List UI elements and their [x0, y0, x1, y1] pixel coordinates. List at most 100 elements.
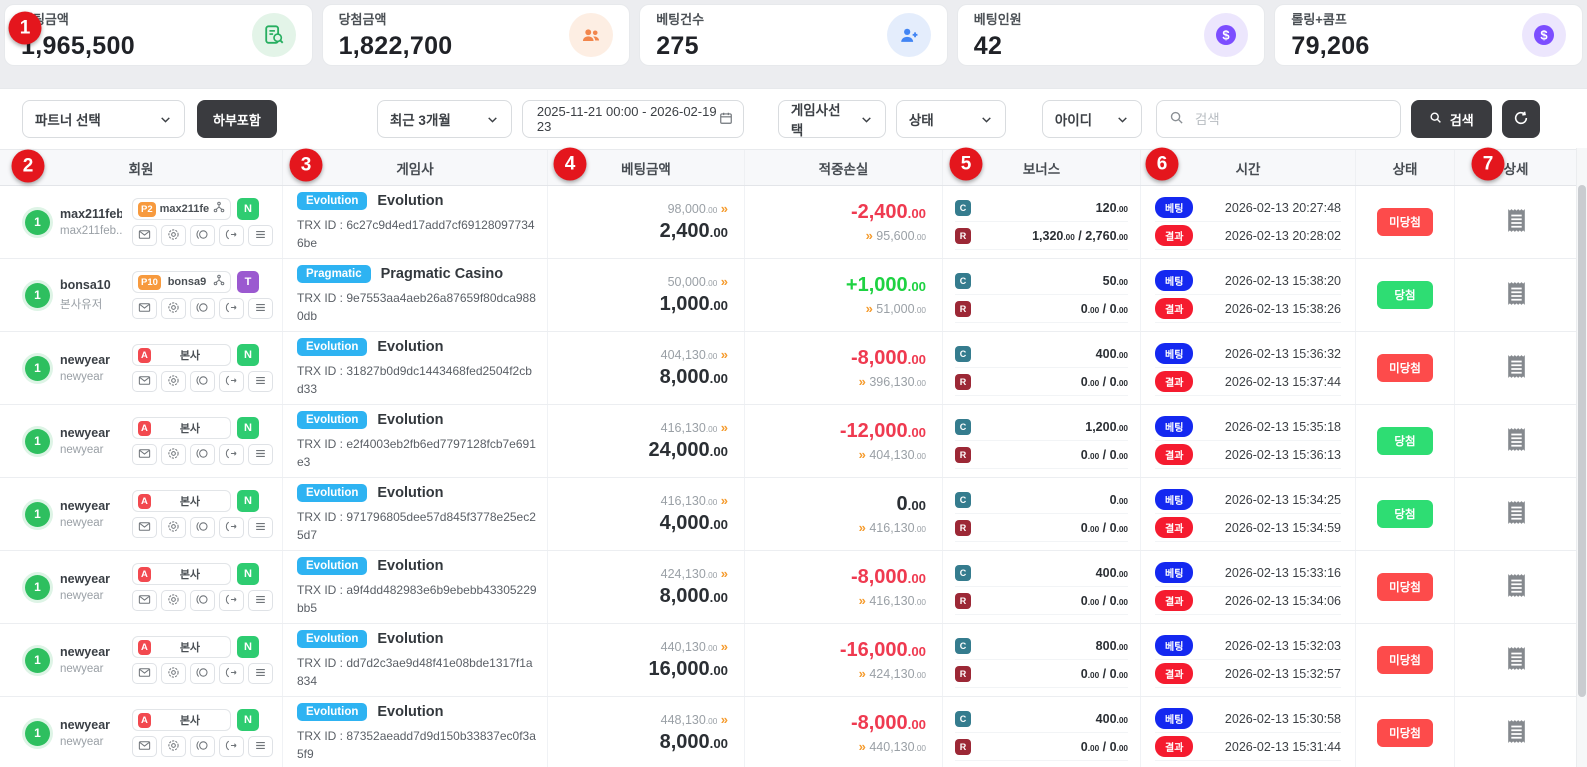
bonus-r-badge: R [955, 228, 971, 244]
provider-badge: Evolution [297, 630, 367, 648]
chip-button[interactable] [161, 736, 186, 757]
menu-button[interactable] [248, 371, 273, 392]
detail-button[interactable] [1500, 349, 1533, 387]
stat-card-bet-count: 베팅건수 275 [639, 4, 948, 66]
username[interactable]: newyear [60, 353, 122, 367]
detail-button[interactable] [1500, 203, 1533, 241]
annotation-7: 7 [1472, 148, 1505, 181]
network-icon [213, 200, 225, 218]
chip-icon [167, 374, 180, 390]
history-button[interactable] [190, 736, 215, 757]
game-provider-select[interactable]: 게임사선택 [778, 100, 886, 138]
menu-icon [254, 301, 267, 317]
transfer-icon [225, 301, 238, 317]
period-select[interactable]: 최근 3개월 [377, 100, 512, 138]
balance-after: » 416,130.00 [859, 520, 926, 535]
balance-before: 416,130.00 » [661, 493, 728, 508]
bet-time-badge: 베팅 [1155, 708, 1193, 729]
annotation-3: 3 [290, 149, 323, 182]
username[interactable]: newyear [60, 645, 122, 659]
chip-button[interactable] [161, 298, 186, 319]
detail-button[interactable] [1500, 641, 1533, 679]
history-button[interactable] [190, 663, 215, 684]
chip-button[interactable] [161, 444, 186, 465]
member-type-badge: N [237, 417, 259, 439]
period-select-value: 최근 3개월 [390, 109, 451, 129]
transfer-button[interactable] [219, 371, 244, 392]
chip-button[interactable] [161, 517, 186, 538]
bonus-c-badge: C [955, 711, 971, 727]
partner-select[interactable]: 파트너 선택 [22, 100, 185, 138]
chip-button[interactable] [161, 225, 186, 246]
mail-button[interactable] [132, 298, 157, 319]
arrow-right-icon: » [721, 274, 728, 289]
status-select[interactable]: 상태 [896, 100, 1006, 138]
detail-button[interactable] [1500, 495, 1533, 533]
mail-button[interactable] [132, 444, 157, 465]
menu-button[interactable] [248, 298, 273, 319]
transfer-button[interactable] [219, 663, 244, 684]
detail-button[interactable] [1500, 568, 1533, 606]
menu-button[interactable] [248, 225, 273, 246]
date-range-value: 2025-11-21 00:00 - 2026-02-19 23 [537, 104, 719, 134]
menu-button[interactable] [248, 517, 273, 538]
mail-button[interactable] [132, 663, 157, 684]
mail-button[interactable] [132, 517, 157, 538]
bonus-r-badge: R [955, 374, 971, 390]
chip-button[interactable] [161, 590, 186, 611]
chip-button[interactable] [161, 663, 186, 684]
menu-button[interactable] [248, 444, 273, 465]
header-winloss[interactable]: 적중손실 [745, 150, 943, 185]
history-button[interactable] [190, 517, 215, 538]
menu-button[interactable] [248, 663, 273, 684]
mail-button[interactable] [132, 590, 157, 611]
header-provider[interactable]: 게임사 [283, 150, 548, 185]
history-button[interactable] [190, 590, 215, 611]
nickname: newyear [60, 590, 122, 602]
transfer-button[interactable] [219, 444, 244, 465]
username[interactable]: max211feb... [60, 207, 122, 221]
stat-value: 42 [974, 32, 1022, 61]
header-status[interactable]: 상태 [1356, 150, 1455, 185]
bonus-r-badge: R [955, 301, 971, 317]
bet-amount-cell: 50,000.00 » 1,000.00 [548, 259, 745, 331]
username[interactable]: newyear [60, 499, 122, 513]
level-badge: 1 [25, 210, 50, 235]
scrollbar-thumb[interactable] [1578, 185, 1586, 697]
history-button[interactable] [190, 225, 215, 246]
detail-button[interactable] [1500, 714, 1533, 752]
winloss-cell: +1,000.00 » 51,000.00 [745, 259, 943, 331]
history-button[interactable] [190, 444, 215, 465]
username[interactable]: newyear [60, 572, 122, 586]
username[interactable]: bonsa10 [60, 278, 122, 292]
search-type-select[interactable]: 아이디 [1042, 100, 1142, 138]
transfer-button[interactable] [219, 736, 244, 757]
member-cell: 1 newyear newyear A 본사 N [0, 405, 283, 477]
partner-box: A 본사 [132, 636, 231, 658]
search-input[interactable] [1193, 111, 1382, 128]
mail-button[interactable] [132, 225, 157, 246]
transfer-button[interactable] [219, 590, 244, 611]
history-button[interactable] [190, 371, 215, 392]
username[interactable]: newyear [60, 426, 122, 440]
detail-button[interactable] [1500, 276, 1533, 314]
refresh-button[interactable] [1502, 100, 1540, 138]
username[interactable]: newyear [60, 718, 122, 732]
bonus-c-value: 1,200.00 [1085, 420, 1128, 434]
transfer-button[interactable] [219, 517, 244, 538]
transfer-button[interactable] [219, 225, 244, 246]
include-sub-button[interactable]: 하부포함 [197, 100, 277, 138]
winloss-amount: +1,000.00 [846, 274, 926, 297]
date-range-input[interactable]: 2025-11-21 00:00 - 2026-02-19 23 [522, 100, 744, 138]
mail-button[interactable] [132, 371, 157, 392]
menu-button[interactable] [248, 736, 273, 757]
menu-button[interactable] [248, 590, 273, 611]
detail-button[interactable] [1500, 422, 1533, 460]
vertical-scrollbar[interactable] [1576, 148, 1587, 767]
chip-button[interactable] [161, 371, 186, 392]
search-button[interactable]: 검색 [1411, 100, 1492, 138]
history-button[interactable] [190, 298, 215, 319]
transfer-button[interactable] [219, 298, 244, 319]
balance-before: 98,000.00 » [668, 201, 728, 216]
mail-button[interactable] [132, 736, 157, 757]
